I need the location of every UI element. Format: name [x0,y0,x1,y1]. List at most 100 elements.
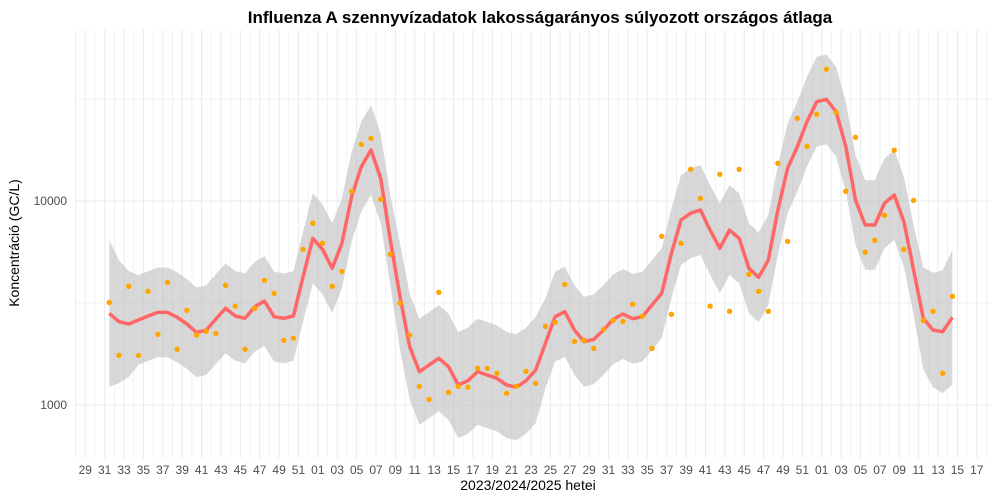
x-tick-label: 31 [98,463,112,477]
x-tick-label: 39 [679,463,693,477]
data-point [126,283,132,289]
x-tick-label: 11 [912,463,925,477]
y-tick-label: 10000 [34,194,68,208]
x-tick-label: 35 [137,463,151,477]
data-point [920,317,926,323]
data-point [407,332,413,338]
data-point [174,346,180,352]
x-tick-label: 29 [583,463,597,477]
data-point [232,303,238,309]
data-point [445,389,452,395]
data-point [775,160,781,166]
data-point [600,326,607,332]
y-axis-ticks: 1000 10000 [34,194,68,412]
x-tick-label: 13 [931,463,945,477]
data-point [339,268,345,275]
x-tick-label: 11 [409,463,422,477]
x-tick-label: 13 [427,463,441,477]
x-tick-label: 41 [195,463,209,477]
confidence-band [109,54,953,441]
data-point [319,240,326,246]
x-tick-label: 49 [776,463,790,477]
data-point [794,115,800,122]
data-point [193,332,200,338]
x-tick-label: 33 [621,463,635,477]
data-point [397,300,403,306]
x-tick-label: 39 [176,463,190,477]
data-point [736,166,742,172]
data-point [872,237,878,243]
data-point [242,346,248,352]
x-tick-label: 15 [951,463,965,477]
x-tick-label: 05 [350,463,364,477]
data-point [213,330,219,337]
data-point [416,383,423,389]
data-point [552,319,558,325]
x-tick-label: 45 [738,463,752,477]
x-tick-label: 03 [834,463,848,477]
data-point [542,323,549,329]
data-point [164,279,171,286]
data-point [678,240,684,246]
data-point [222,282,229,288]
x-tick-label: 51 [796,463,810,477]
data-point [581,337,587,343]
data-point [348,188,355,194]
data-point [697,195,704,202]
x-tick-label: 07 [873,463,887,477]
y-axis-label: Koncentráció (GC/L) [6,179,22,307]
data-point [310,220,316,226]
data-point [184,307,190,314]
x-tick-label: 45 [234,463,248,477]
data-point [155,331,161,337]
data-point [358,141,364,148]
data-point [523,368,529,374]
x-tick-label: 19 [486,463,500,477]
x-axis-label: 2023/2024/2025 hetei [460,477,595,493]
data-point [261,277,268,283]
y-tick-label: 1000 [40,398,67,412]
x-tick-label: 09 [893,463,907,477]
data-point [135,352,142,359]
smooth-line [108,97,954,390]
data-point [629,301,636,307]
x-tick-label: 31 [602,463,616,477]
x-tick-label: 35 [641,463,655,477]
x-tick-label: 03 [331,463,345,477]
data-point [784,238,791,245]
x-tick-label: 47 [253,463,267,477]
data-point [300,246,306,252]
data-point [106,299,113,306]
data-point [465,384,471,390]
data-point [949,293,956,299]
data-point [843,188,849,194]
data-point [746,271,752,277]
x-tick-label: 27 [563,463,577,477]
data-point [649,345,655,352]
x-tick-label: 01 [311,463,325,477]
x-tick-label: 43 [214,463,228,477]
data-point [368,135,374,141]
data-point [378,196,384,202]
x-tick-label: 01 [815,463,829,477]
x-tick-label: 41 [699,463,713,477]
data-point [436,289,442,295]
x-tick-label: 37 [156,463,170,477]
data-point [474,365,481,371]
data-point [707,303,713,309]
x-tick-label: 17 [466,463,480,477]
x-tick-label: 25 [544,463,558,477]
x-tick-label: 21 [505,463,519,477]
data-point [688,166,694,172]
x-tick-label: 29 [79,463,93,477]
data-point [329,283,335,289]
data-point [387,251,393,257]
x-axis-ticks: 29 31 33 35 37 39 41 43 45 47 49 51 01 03 05 07 09 11 13 15… [79,463,984,477]
data-point [823,66,830,72]
data-point [755,288,762,294]
x-tick-label: 51 [292,463,306,477]
data-point [562,281,568,288]
x-tick-label: 07 [369,463,383,477]
x-tick-label: 15 [447,463,461,477]
